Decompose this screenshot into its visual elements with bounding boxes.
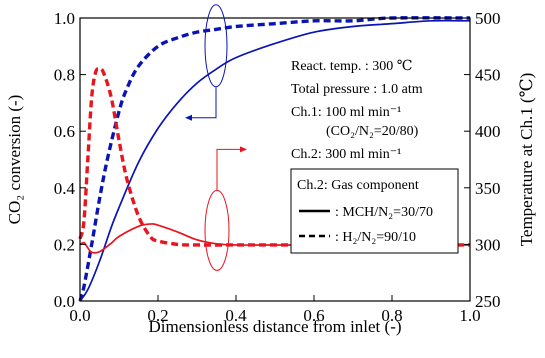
x-tick-label: 0.0 — [69, 306, 90, 325]
x-tick-label: 0.8 — [381, 306, 402, 325]
axis-indicator-annotations — [185, 4, 247, 271]
left-y-axis-ticks: 0.0 0.2 0.4 0.6 0.8 1.0 — [54, 9, 86, 311]
right-y-axis-ticks: 250 300 350 400 450 500 — [464, 9, 501, 311]
condition-total-pressure: Total pressure : 1.0 atm — [291, 82, 423, 97]
series-line-conversion-mch — [79, 19, 471, 302]
right-y-tick-label: 350 — [475, 179, 501, 198]
legend: Ch.2: Gas component : MCH/N₂=30/70 : H₂/… — [290, 168, 459, 254]
left-y-tick-label: 0.0 — [54, 292, 75, 311]
right-y-tick-label: 250 — [475, 292, 501, 311]
legend-entry-mch: : MCH/N₂=30/70 — [335, 205, 433, 220]
condition-reaction-temperature: React. temp. : 300 ℃ — [291, 59, 412, 74]
condition-ch1-flow: Ch.1: 100 ml min⁻¹ — [291, 105, 401, 120]
x-tick-label: 0.6 — [303, 306, 324, 325]
right-y-axis-title: Temperature at Ch.1 (℃) — [517, 73, 536, 247]
left-y-tick-label: 1.0 — [54, 9, 75, 28]
plot-frame — [79, 17, 471, 302]
temperature-ellipse — [204, 189, 230, 271]
left-y-tick-label: 0.6 — [54, 122, 75, 141]
x-tick-label: 0.4 — [225, 306, 247, 325]
x-tick-label: 0.2 — [147, 306, 168, 325]
conversion-arrow-line — [188, 86, 217, 119]
right-y-tick-label: 500 — [475, 9, 501, 28]
x-axis-ticks: 0.0 0.2 0.4 0.6 0.8 1.0 — [69, 295, 481, 325]
left-y-axis-title: CO₂ conversion (-) — [5, 95, 24, 225]
right-y-tick-label: 400 — [475, 122, 501, 141]
left-y-tick-label: 0.2 — [54, 235, 75, 254]
condition-ch1-composition: (CO₂/N₂=20/80) — [326, 124, 419, 139]
legend-title: Ch.2: Gas component — [297, 178, 419, 193]
reaction-conditions: React. temp. : 300 ℃ Total pressure : 1.… — [291, 59, 423, 162]
temperature-arrowhead — [240, 146, 247, 153]
right-y-tick-label: 450 — [475, 66, 501, 85]
conversion-arrowhead — [185, 114, 192, 121]
conversion-ellipse — [204, 4, 228, 88]
series-line-conversion-h2 — [78, 16, 471, 302]
x-axis-title: Dimensionless distance from inlet (-) — [148, 317, 401, 336]
legend-entry-h2: : H₂/N₂=90/10 — [335, 230, 416, 245]
temperature-arrow-line — [216, 148, 244, 191]
left-y-tick-label: 0.4 — [54, 179, 76, 198]
right-y-tick-label: 300 — [475, 235, 501, 254]
x-tick-label: 1.0 — [459, 306, 480, 325]
condition-ch2-flow: Ch.2: 300 ml min⁻¹ — [291, 147, 401, 162]
left-y-tick-label: 0.8 — [54, 66, 75, 85]
